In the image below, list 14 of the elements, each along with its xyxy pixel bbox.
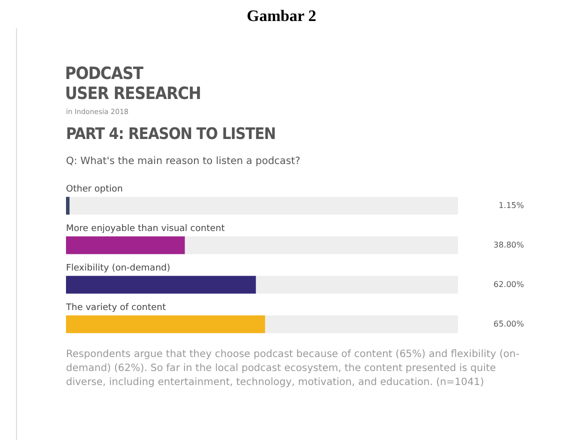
text: Q: What's the main reason to listen a podcast?	[66, 156, 300, 167]
y-tick-label: More enjoyable than visual content	[66, 224, 226, 234]
y-tick-label: The variety of content	[65, 303, 166, 314]
text: Gambar 2	[246, 8, 318, 26]
chart-title: PODCAST USER RESEARCH	[65, 64, 201, 104]
data-label: 38.80%	[493, 240, 524, 250]
y-tick-label: Flexibility (on-demand)	[66, 264, 170, 274]
data-label: 65.00%	[493, 319, 524, 328]
data-label: 1.15%	[498, 200, 524, 210]
data-label: 62.00%	[493, 280, 524, 289]
bar	[66, 196, 70, 215]
y-tick-label: Other option	[66, 184, 123, 195]
text: PART 4: REASON TO LISTEN	[66, 124, 276, 143]
text: Respondents argue that they choose podcast because of content (65%) and flexibility (on-demand) (62%). So far in the local podcast ecosystem, the content presented is quite diverse, including entertainment, technology, motivation, and education. (n=1041)	[66, 348, 520, 390]
